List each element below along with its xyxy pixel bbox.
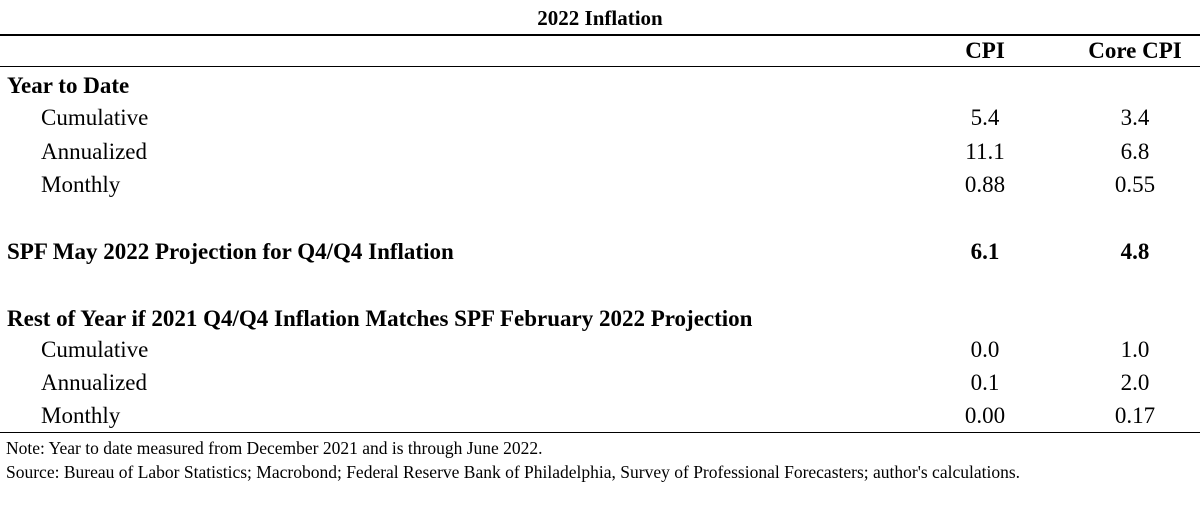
table-title: 2022 Inflation (537, 6, 663, 30)
core-cpi-value: 2.0 (1120, 370, 1150, 395)
table-row: Annualized 11.1 6.8 (0, 136, 1200, 168)
cpi-value: 6.1 (970, 239, 1000, 264)
table-row: Cumulative 0.0 1.0 (0, 334, 1200, 366)
core-cpi-value: 4.8 (1120, 239, 1150, 264)
table-row: Monthly 0.88 0.55 (0, 169, 1200, 201)
table-row: Cumulative 5.4 3.4 (0, 102, 1200, 134)
column-header-cpi: CPI (965, 38, 1005, 63)
table-notes: Note: Year to date measured from Decembe… (6, 436, 1176, 484)
top-rule (0, 34, 1200, 36)
section-heading-label: Rest of Year if 2021 Q4/Q4 Inflation Mat… (7, 306, 753, 331)
row-label: Cumulative (41, 337, 149, 362)
header-rule (0, 66, 1200, 67)
cpi-value: 0.00 (964, 403, 1006, 428)
core-cpi-value: 0.17 (1114, 403, 1156, 428)
section-heading-year-to-date: Year to Date (0, 70, 1200, 102)
row-label: Annualized (41, 370, 148, 395)
section-heading-label: SPF May 2022 Projection for Q4/Q4 Inflat… (7, 239, 454, 264)
table-row: Annualized 0.1 2.0 (0, 367, 1200, 399)
cpi-value: 0.88 (964, 172, 1006, 197)
row-label: Monthly (41, 403, 121, 428)
core-cpi-value: 3.4 (1120, 105, 1150, 130)
cpi-value: 0.1 (970, 370, 1000, 395)
core-cpi-value: 6.8 (1120, 139, 1150, 164)
cpi-value: 11.1 (965, 139, 1005, 164)
row-label: Cumulative (41, 105, 149, 130)
source-text: Source: Bureau of Labor Statistics; Macr… (6, 462, 1021, 482)
row-label: Annualized (41, 139, 148, 164)
table-row: Monthly 0.00 0.17 (0, 400, 1200, 432)
row-label: Monthly (41, 172, 121, 197)
core-cpi-value: 0.55 (1114, 172, 1156, 197)
section-heading-spf-projection: SPF May 2022 Projection for Q4/Q4 Inflat… (0, 236, 1200, 268)
cpi-value: 5.4 (970, 105, 1000, 130)
cpi-value: 0.0 (970, 337, 1000, 362)
section-heading-label: Year to Date (7, 73, 130, 98)
note-text: Note: Year to date measured from Decembe… (6, 438, 543, 458)
bottom-rule (0, 432, 1200, 433)
core-cpi-value: 1.0 (1120, 337, 1150, 362)
column-header-core-cpi: Core CPI (1088, 38, 1182, 63)
section-heading-rest-of-year: Rest of Year if 2021 Q4/Q4 Inflation Mat… (0, 303, 1200, 335)
